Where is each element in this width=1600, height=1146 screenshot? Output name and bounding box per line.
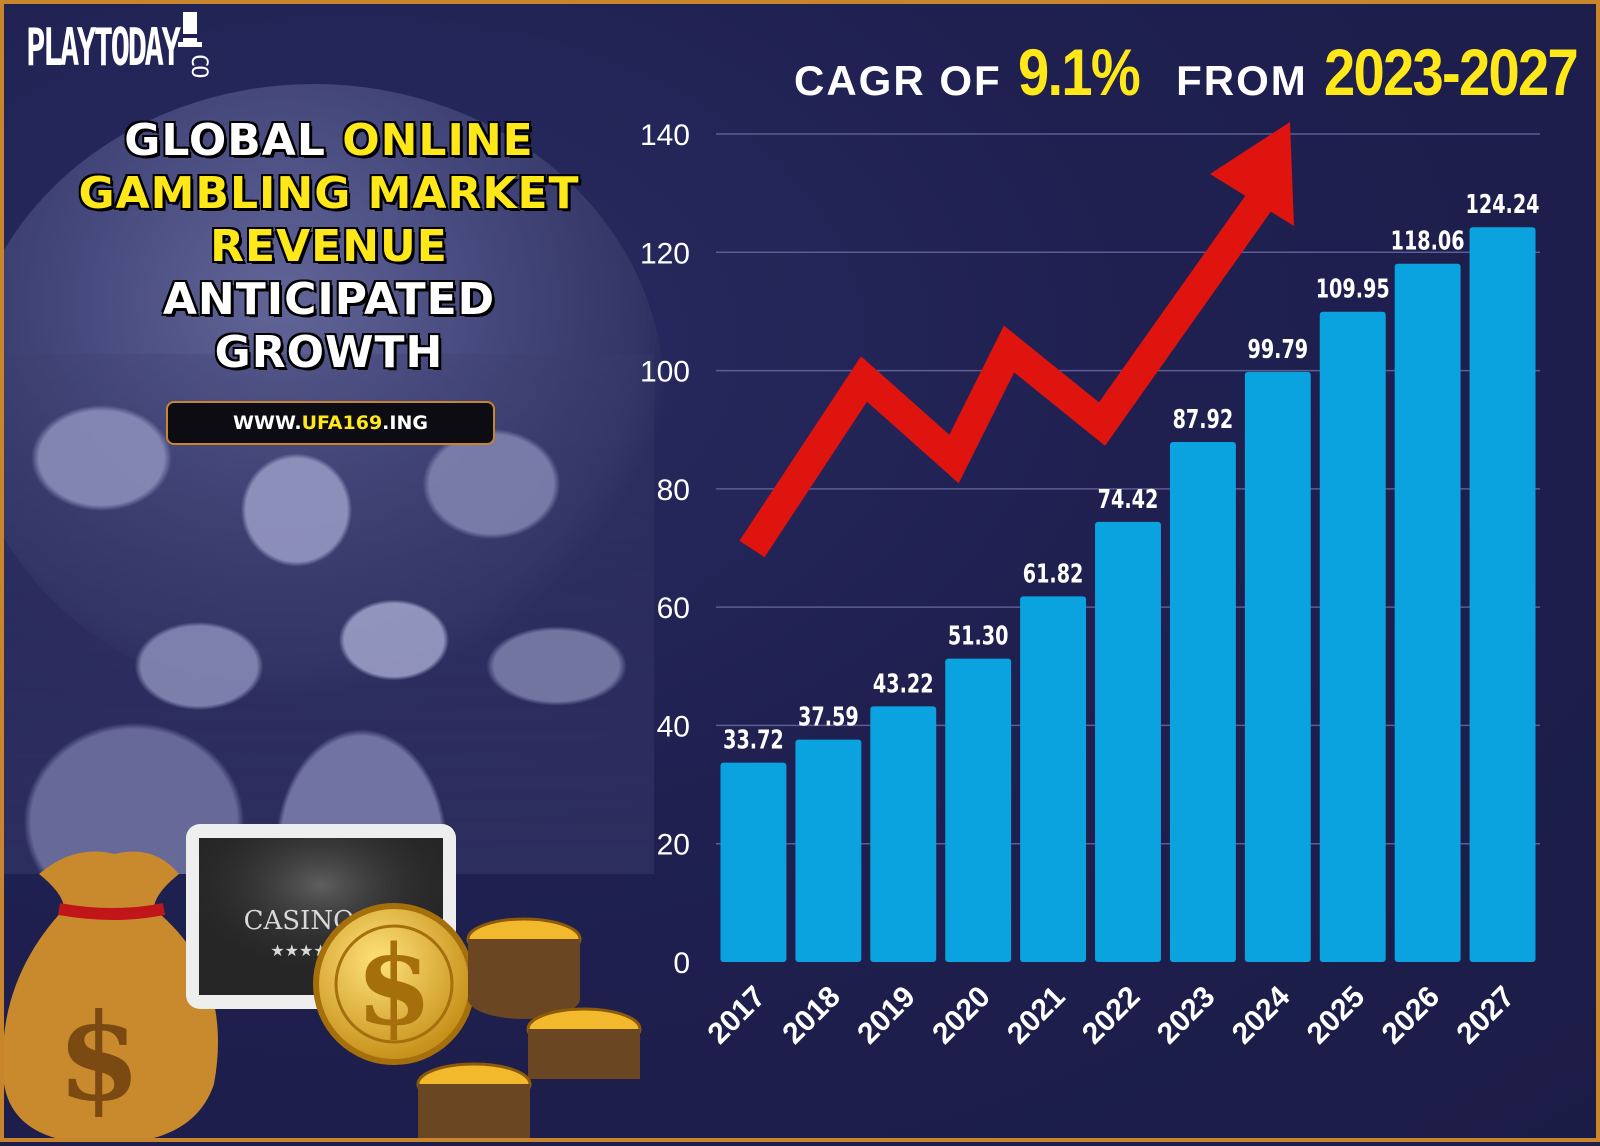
x-tick-label: 2024 (1226, 980, 1297, 1051)
growth-arrow (739, 175, 1285, 558)
bar (945, 658, 1012, 962)
bar (1319, 311, 1386, 963)
logo-suffix: CO (186, 54, 211, 77)
website-url[interactable]: WWW. UFA169 .ING (166, 401, 495, 445)
money-bag-icon: $ (4, 851, 218, 1138)
bar-value-label: 33.72 (723, 725, 784, 756)
headline-line5: GROWTH (214, 327, 444, 378)
x-tick-label: 2019 (851, 980, 922, 1051)
bar (795, 739, 862, 962)
brand-logo: PLAYTODAY (26, 22, 272, 74)
y-tick-label: 40 (657, 710, 690, 743)
y-tick-label: 100 (640, 356, 690, 389)
logo-text: PLAYTODAY (26, 18, 181, 78)
revenue-bar-chart: 0 20 40 60 80 100 120 140 33.72 2017 37.59 2018 43.2… (640, 119, 1540, 1051)
cagr-from-label: FROM (1176, 57, 1308, 104)
infographic-frame: PLAYTODAY CO GLOBAL ONLINE GAMBLING MARK… (4, 4, 1596, 1138)
headline-line3: REVENUE (210, 221, 448, 272)
y-tick-label: 120 (640, 237, 690, 270)
url-prefix: WWW. (233, 412, 302, 434)
headline-line4: ANTICIPATED (162, 274, 496, 325)
headline-line1-yellow: ONLINE (342, 115, 534, 166)
y-tick-label: 80 (657, 474, 690, 507)
bar-value-label: 61.82 (1023, 558, 1084, 589)
bar-value-label: 124.24 (1466, 189, 1540, 220)
svg-text:$: $ (356, 921, 433, 1050)
bar (1244, 371, 1311, 962)
bar-value-label: 37.59 (798, 702, 859, 733)
bar (1169, 442, 1236, 962)
headline-line1-white: GLOBAL (124, 115, 343, 166)
bar (720, 762, 787, 962)
bar (1469, 227, 1536, 963)
growth-arrowhead (1210, 122, 1294, 226)
bar-value-label: 51.30 (948, 621, 1009, 652)
url-highlight: UFA169 (301, 412, 383, 434)
bar (1020, 596, 1087, 962)
cagr-period: 2023-2027 (1323, 35, 1579, 109)
bar-value-label: 118.06 (1391, 226, 1465, 257)
y-tick-label: 140 (640, 119, 690, 152)
x-tick-label: 2026 (1376, 980, 1447, 1051)
x-tick-label: 2018 (776, 980, 847, 1051)
cagr-rate: 9.1% (1017, 35, 1141, 109)
bar-value-label: 74.42 (1098, 484, 1159, 515)
coin-stacks-icon (416, 917, 642, 1138)
bar (1394, 263, 1461, 963)
bar-value-label: 43.22 (873, 668, 934, 699)
x-tick-label: 2022 (1076, 980, 1147, 1051)
top-hat-icon (178, 12, 202, 47)
cagr-label: CAGR OF (794, 57, 1002, 104)
cagr-heading: CAGR OF 9.1% FROM 2023-2027 (794, 34, 1596, 114)
y-tick-label: 60 (657, 592, 690, 625)
x-tick-label: 2027 (1451, 980, 1522, 1051)
bar (1095, 521, 1161, 962)
svg-text:$: $ (57, 987, 141, 1128)
casino-money-art: $ CASINO ★★★★ $ (4, 824, 642, 1138)
bar-value-label: 99.79 (1247, 334, 1308, 365)
headline: GLOBAL ONLINE GAMBLING MARKET REVENUE AN… (34, 114, 624, 379)
x-tick-label: 2021 (1001, 980, 1072, 1051)
headline-line2: GAMBLING MARKET (78, 168, 580, 219)
tablet-stars: ★★★★ (270, 941, 327, 960)
x-tick-label: 2020 (926, 980, 997, 1051)
bar-value-label: 109.95 (1316, 274, 1390, 305)
x-tick-label: 2025 (1301, 980, 1372, 1051)
x-tick-label: 2023 (1151, 980, 1222, 1051)
bar-value-label: 87.92 (1173, 404, 1234, 435)
x-tick-label: 2017 (701, 980, 772, 1051)
y-tick-label: 20 (657, 829, 690, 862)
y-tick-label: 0 (673, 947, 690, 980)
bar (870, 706, 937, 962)
url-suffix: .ING (382, 412, 428, 434)
